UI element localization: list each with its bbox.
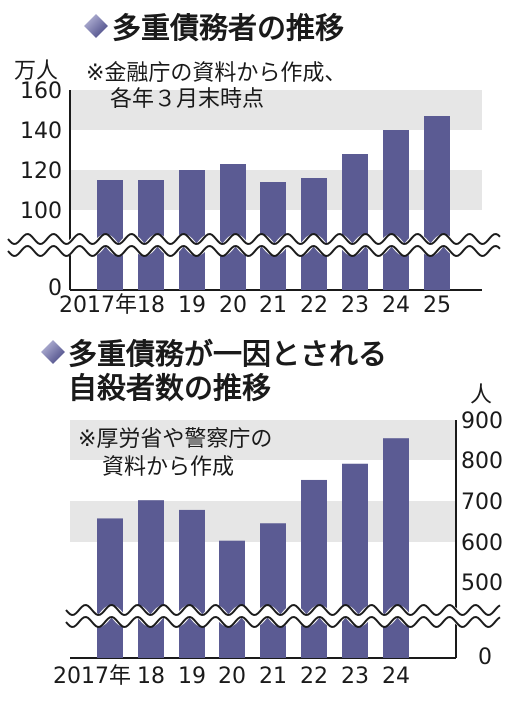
chart1-band-140-160 xyxy=(70,90,482,130)
diamond-icon xyxy=(41,340,65,364)
chart1-ytick-120: 120 xyxy=(20,159,62,184)
chart1-ytick-0: 0 xyxy=(48,276,62,301)
chart2-title-line-2: 自殺者数の推移 xyxy=(68,371,271,405)
chart1-bar-25 xyxy=(424,116,450,290)
chart2-ytick-800: 800 xyxy=(461,449,503,474)
chart2-title: 多重債務が一因とされる 自殺者数の推移 xyxy=(41,337,387,405)
chart1-category-labels: 2017年 18 19 20 21 22 23 24 25 xyxy=(59,293,451,318)
chart1-bar-2017年 xyxy=(97,180,123,290)
chart2-axis-break-line-top xyxy=(65,603,501,617)
chart2-category-labels: 2017年 18 19 20 21 22 23 24 xyxy=(53,664,410,689)
chart2-ytick-600: 600 xyxy=(461,531,503,556)
chart1-y-unit: 万人 xyxy=(14,59,58,84)
chart2-axis-break-line-bottom xyxy=(65,615,501,629)
chart2-note-line-1: ※厚労省や警察庁の xyxy=(78,427,272,452)
chart1-bar-23 xyxy=(342,154,368,290)
chart2-bar-18 xyxy=(138,500,164,658)
chart2-bars xyxy=(97,438,409,658)
chart2-cat-label: 18 xyxy=(137,664,165,689)
chart2-y-unit: 人 xyxy=(470,383,492,408)
chart2-ytick-0: 0 xyxy=(478,645,492,670)
chart2-bar-19 xyxy=(179,509,205,658)
chart1-cat-label: 19 xyxy=(178,293,206,318)
chart1-axis-break-line-bottom xyxy=(7,244,501,258)
chart2-bar-22 xyxy=(301,479,327,658)
chart-2: 多重債務が一因とされる 自殺者数の推移 ※厚労省や警察庁の 資料から作成 人 9… xyxy=(41,337,504,689)
chart2-axis-break xyxy=(61,604,504,628)
chart2-note-line-2: 資料から作成 xyxy=(102,455,234,480)
chart1-cat-label: 2017年 xyxy=(59,293,137,318)
chart2-ytick-700: 700 xyxy=(461,490,503,515)
chart1-ytick-140: 140 xyxy=(20,119,62,144)
chart1-bar-24 xyxy=(383,130,409,290)
chart1-cat-label: 25 xyxy=(423,293,451,318)
chart1-cat-label: 22 xyxy=(300,293,328,318)
chart2-cat-label: 22 xyxy=(300,664,328,689)
chart2-cat-label: 23 xyxy=(341,664,369,689)
chart1-cat-label: 18 xyxy=(137,293,165,318)
chart2-ytick-900: 900 xyxy=(461,409,503,434)
chart2-cat-label: 2017年 xyxy=(53,664,131,689)
chart1-cat-label: 23 xyxy=(341,293,369,318)
chart2-cat-label: 20 xyxy=(218,664,246,689)
chart-1: 多重債務者の推移 ※金融庁の資料から作成、 各年３月末時点 万人 160 140… xyxy=(3,11,505,318)
chart2-bar-23 xyxy=(342,463,368,658)
chart2-ytick-500: 500 xyxy=(461,571,503,596)
chart1-axis-break xyxy=(3,233,505,257)
chart1-bar-19 xyxy=(179,170,205,290)
chart2-cat-label: 19 xyxy=(178,664,206,689)
chart1-bars xyxy=(97,116,450,290)
chart1-title: 多重債務者の推移 xyxy=(84,11,344,45)
chart1-ytick-100: 100 xyxy=(20,199,62,224)
chart1-bar-20 xyxy=(220,164,246,290)
chart2-cat-label: 21 xyxy=(259,664,287,689)
chart2-bar-21 xyxy=(260,523,286,658)
chart2-cat-label: 24 xyxy=(382,664,410,689)
chart2-bar-20 xyxy=(219,540,245,658)
chart1-cat-label: 20 xyxy=(219,293,247,318)
chart1-axis-break-line-top xyxy=(7,232,501,246)
chart1-cat-label: 21 xyxy=(259,293,287,318)
chart1-note-line-1: ※金融庁の資料から作成、 xyxy=(86,61,346,86)
chart1-note-line-2: 各年３月末時点 xyxy=(110,87,264,112)
chart1-cat-label: 24 xyxy=(382,293,410,318)
chart1-ytick-160: 160 xyxy=(20,79,62,104)
diamond-icon xyxy=(84,14,108,38)
chart2-bar-2017年 xyxy=(97,518,123,658)
chart1-title-text: 多重債務者の推移 xyxy=(112,11,344,45)
chart2-title-line-1: 多重債務が一因とされる xyxy=(68,337,387,371)
